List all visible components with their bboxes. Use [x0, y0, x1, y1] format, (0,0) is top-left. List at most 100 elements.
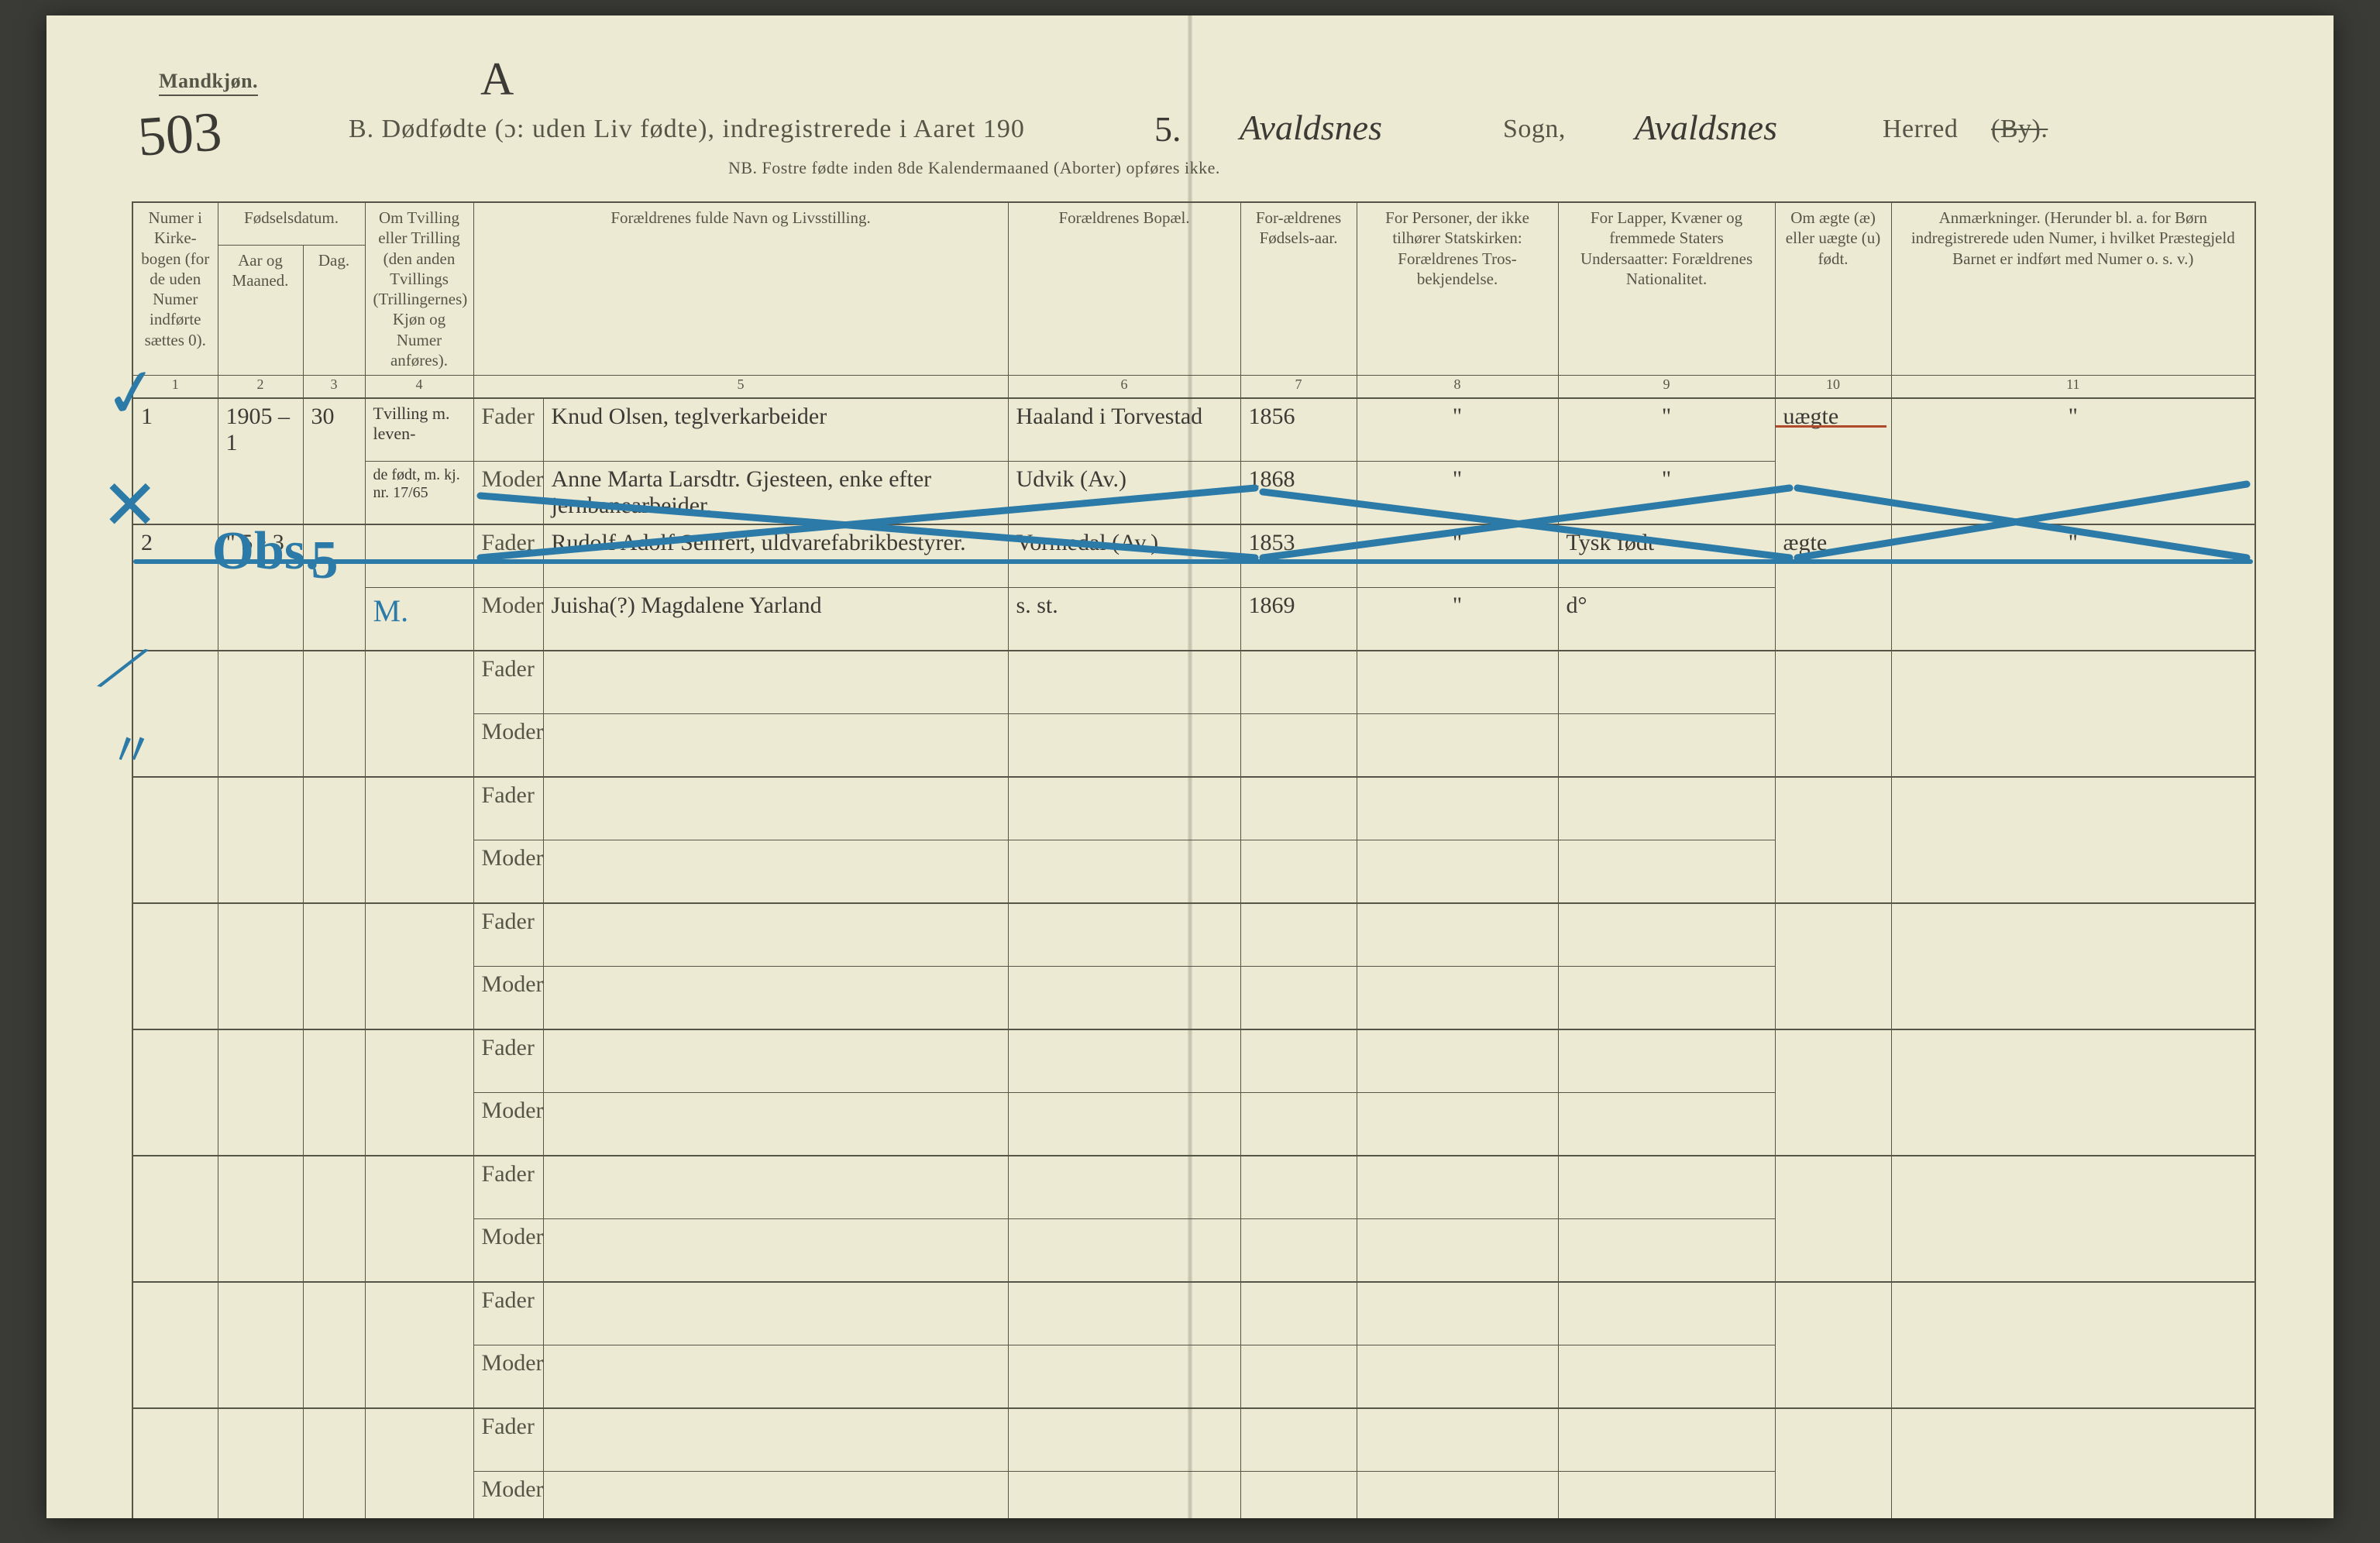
fader-label: Fader [473, 398, 543, 462]
colnum-7: 7 [1240, 376, 1357, 399]
table-row: Fader [132, 777, 2255, 840]
moder-year: 1868 [1240, 462, 1357, 525]
anm: " [1891, 398, 2255, 524]
moder-label: Moder [473, 1345, 543, 1409]
fader-name: Knud Olsen, teglverkarbeider [543, 398, 1008, 462]
fader-bopel: Haaland i Torvestad [1008, 398, 1240, 462]
moder-name: Juisha(?) Magdalene Yarland [543, 588, 1008, 651]
col-religion: For Personer, der ikke tilhører Statskir… [1357, 202, 1558, 376]
sogn-name: Avaldsnes [1240, 107, 1382, 148]
nationality: " [1558, 462, 1775, 525]
entry-num: 2 [132, 524, 218, 651]
fader-label: Fader [473, 651, 543, 714]
moder-label: Moder [473, 840, 543, 904]
col-nationality: For Lapper, Kvæner og fremmede Staters U… [1558, 202, 1775, 376]
col-year-month: Aar og Maaned. [218, 245, 303, 375]
page-number-handwritten: 503 [136, 99, 224, 169]
moder-bopel: Udvik (Av.) [1008, 462, 1240, 525]
colnum-1: 1 [132, 376, 218, 399]
aegte: uægte [1775, 398, 1891, 524]
col-residence: Forældrenes Bopæl. [1008, 202, 1240, 376]
religion: " [1357, 398, 1558, 462]
table-row: Fader [132, 1029, 2255, 1093]
document-page: Mandkjøn. A 503 B. Dødfødte (ɔ: uden Liv… [46, 15, 2334, 1518]
colnum-6: 6 [1008, 376, 1240, 399]
entry-num: 1 [132, 398, 218, 524]
margin-letter-a: A [480, 53, 514, 106]
moder-bopel: s. st. [1008, 588, 1240, 651]
moder-label: Moder [473, 967, 543, 1030]
moder-label: Moder [473, 1472, 543, 1519]
col-parents-name: Forældrenes fulde Navn og Livsstilling. [473, 202, 1008, 376]
colnum-3: 3 [303, 376, 365, 399]
fader-name: Rudolf Adolf Seiffert, uldvarefabrikbest… [543, 524, 1008, 588]
sogn-label: Sogn, [1503, 115, 1566, 144]
colnum-4: 4 [365, 376, 473, 399]
entry-dag: 30 [303, 398, 365, 524]
red-underline [1776, 425, 1886, 428]
table-row: 1 1905 – 1 30 Tvilling m. leven- Fader K… [132, 398, 2255, 462]
moder-label: Moder [473, 714, 543, 778]
entry-dag: 5 [303, 524, 365, 651]
aegte: ægte [1775, 524, 1891, 651]
fader-label: Fader [473, 777, 543, 840]
entry-aar: 1905 – 1 [218, 398, 303, 524]
herred-label: Herred [1883, 115, 1958, 144]
moder-label: Moder [473, 462, 543, 525]
herred-name: Avaldsnes [1635, 107, 1777, 148]
col-remarks: Anmærkninger. (Herunder bl. a. for Børn … [1891, 202, 2255, 376]
fader-label: Fader [473, 903, 543, 967]
fader-label: Fader [473, 1282, 543, 1345]
moder-label: Moder [473, 1219, 543, 1283]
religion: " [1357, 588, 1558, 651]
anm: " [1891, 524, 2255, 651]
gender-heading: Mandkjøn. [159, 70, 258, 96]
nb-subtitle: NB. Fostre fødte inden 8de Kalendermaane… [728, 158, 1220, 178]
colnum-11: 11 [1891, 376, 2255, 399]
fader-year: 1853 [1240, 524, 1357, 588]
form-title: B. Dødfødte (ɔ: uden Liv fødte), indregi… [349, 115, 1025, 144]
fader-label: Fader [473, 1408, 543, 1472]
moder-label: Moder [473, 1093, 543, 1156]
moder-name: Anne Marta Larsdtr. Gjesteen, enke efter… [543, 462, 1008, 525]
entry-twin-bottom: de født, m. kj. nr. 17/65 [365, 462, 473, 525]
colnum-9: 9 [1558, 376, 1775, 399]
entry-twin-top: Tvilling m. leven- [365, 398, 473, 462]
table-row: Fader [132, 903, 2255, 967]
entry-twin-top [365, 524, 473, 588]
moder-year: 1869 [1240, 588, 1357, 651]
col-twin: Om Tvilling eller Trilling (den anden Tv… [365, 202, 473, 376]
nationality: d° [1558, 588, 1775, 651]
table-row: Fader [132, 1282, 2255, 1345]
moder-label: Moder [473, 588, 543, 651]
table-row: Fader [132, 1408, 2255, 1472]
col-legitimate: Om ægte (æ) eller uægte (u) født. [1775, 202, 1891, 376]
table-row: 2 " 5 • 3 Obs. 5 Fader Rudolf Adolf Seif… [132, 524, 2255, 588]
fader-year: 1856 [1240, 398, 1357, 462]
fader-label: Fader [473, 1029, 543, 1093]
colnum-10: 10 [1775, 376, 1891, 399]
dag-overwrite: 5 [311, 531, 339, 590]
entry-aar: " 5 • 3 Obs. [218, 524, 303, 651]
fader-label: Fader [473, 1156, 543, 1219]
fader-label: Fader [473, 524, 543, 588]
col-birthdate: Fødselsdatum. [218, 202, 365, 245]
fader-bopel: Vormedal (Av.) [1008, 524, 1240, 588]
col-birthyear: For-ældrenes Fødsels-aar. [1240, 202, 1357, 376]
table-row: Fader [132, 651, 2255, 714]
table-row: Fader [132, 1156, 2255, 1219]
register-table: Numer i Kirke-bogen (for de uden Numer i… [132, 201, 2256, 1518]
by-struck: (By). [1991, 115, 2048, 144]
colnum-2: 2 [218, 376, 303, 399]
colnum-5: 5 [473, 376, 1008, 399]
nationality: Tysk født [1558, 524, 1775, 588]
col-num: Numer i Kirke-bogen (for de uden Numer i… [132, 202, 218, 376]
table-body: 1 1905 – 1 30 Tvilling m. leven- Fader K… [132, 398, 2255, 1518]
nationality: " [1558, 398, 1775, 462]
religion: " [1357, 462, 1558, 525]
col-day: Dag. [303, 245, 365, 375]
entry-twin-bottom: M. [365, 588, 473, 651]
religion: " [1357, 524, 1558, 588]
colnum-8: 8 [1357, 376, 1558, 399]
year-suffix: 5. [1154, 108, 1181, 149]
